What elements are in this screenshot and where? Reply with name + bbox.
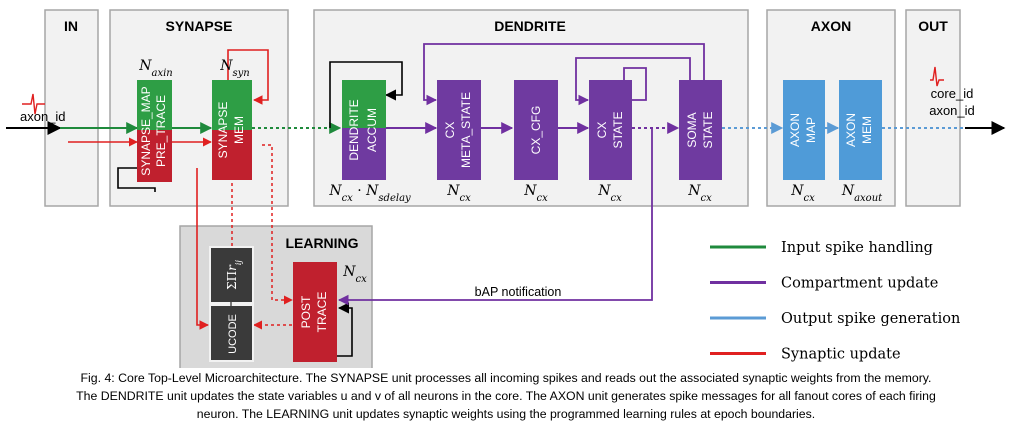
core-id-output-label: core_id	[931, 86, 974, 101]
ucode-label: UCODE	[227, 314, 239, 354]
legend-label: Input spike handling	[781, 240, 933, 256]
cx-state-block: CX STATE	[589, 80, 632, 180]
dendrite-loop	[329, 61, 403, 128]
axon-mem-label-2: MEM	[860, 116, 874, 144]
axon-id-output-label: axon_id	[929, 103, 975, 118]
soma-label: SOMA	[685, 112, 699, 147]
legend-label: Output spike generation	[781, 311, 960, 327]
post-label: POST	[299, 295, 313, 328]
cx-cfg-label: CX_CFG	[529, 106, 543, 155]
caption-line-1: Fig. 4: Core Top-Level Microarchitecture…	[80, 371, 932, 385]
size-n-syn: Nsyn	[219, 58, 249, 79]
size-n-axin: Naxin	[138, 58, 173, 79]
axon-mem-label-1: AXON	[844, 113, 858, 147]
synapse-map-block: SYNAPSE_MAP PRE_TRACE	[137, 80, 172, 182]
synapse-map-label: SYNAPSE_MAP	[139, 86, 153, 175]
purple-loop-mid	[575, 57, 691, 106]
ucode-block: ΣΠrij UCODE	[209, 246, 254, 362]
pre-trace-label: PRE_TRACE	[154, 95, 168, 167]
axon-map-label-1: AXON	[788, 113, 802, 147]
cx-state-label-2: STATE	[611, 112, 625, 149]
size-n-cx-learning: Ncx	[342, 264, 367, 285]
legend-label: Compartment update	[781, 276, 938, 292]
soma-state-label: STATE	[701, 112, 715, 149]
purple-loop-outer	[423, 43, 705, 106]
size-n-dendrite: Ncx · Nsdelay	[328, 183, 411, 204]
caption-line-3: neuron. The LEARNING unit updates synapt…	[196, 407, 816, 421]
out-unit	[905, 9, 961, 207]
soma-state-block: SOMA STATE	[679, 80, 722, 180]
caption-line-2: The DENDRITE unit updates the state vari…	[76, 389, 936, 403]
figure-caption: Fig. 4: Core Top-Level Microarchitecture…	[0, 369, 1012, 423]
size-n-cx-axon: Ncx	[790, 183, 815, 204]
post-trace-block: POST TRACE	[293, 262, 337, 362]
legend: Input spike handling Compartment update Ou…	[710, 240, 960, 363]
synapse-map-loop	[117, 167, 156, 192]
size-n-axout: Naxout	[841, 183, 883, 204]
axon-map-block: AXON MAP	[783, 80, 825, 180]
synapse-unit-title: SYNAPSE	[166, 18, 233, 34]
axon-id-input-label: axon_id	[20, 109, 66, 124]
in-unit-title: IN	[64, 18, 78, 34]
accum-label: ACCUM	[365, 108, 379, 152]
spike-pulse-icon	[22, 93, 45, 115]
output-spike-pulse-icon	[930, 66, 944, 87]
synapse-mem-block: SYNAPSE MEM	[212, 80, 252, 180]
axon-unit-title: AXON	[811, 18, 851, 34]
size-n-cx-soma: Ncx	[687, 183, 712, 204]
axon-mem-block: AXON MEM	[839, 80, 882, 180]
synapse-unit	[109, 9, 289, 207]
bap-path	[337, 128, 653, 306]
synapse-mem-label-2: MEM	[232, 116, 246, 144]
bap-label: bAP notification	[475, 285, 562, 299]
mem-to-post	[262, 144, 293, 305]
trace-label: TRACE	[315, 292, 329, 333]
cx-meta-label-1: CX	[443, 122, 457, 139]
purple-loop-inner	[623, 67, 647, 101]
learning-unit-title: LEARNING	[285, 235, 358, 251]
cx-meta-label-2: META_STATE	[459, 92, 473, 168]
synapse-mem-loop	[227, 49, 269, 105]
dendrite-unit-title: DENDRITE	[494, 18, 566, 34]
pretrace-to-ucode	[196, 168, 209, 330]
sum-sigma-label: ΣΠrij	[225, 260, 243, 290]
size-n-cx-meta: Ncx	[446, 183, 471, 204]
synapse-mem-label-1: SYNAPSE	[216, 102, 230, 159]
architecture-diagram: IN SYNAPSE DENDRITE AXON OUT LEARNING bA…	[6, 9, 1006, 368]
cx-meta-state-block: CX META_STATE	[437, 80, 481, 180]
out-unit-title: OUT	[918, 18, 948, 34]
cx-state-label-1: CX	[595, 122, 609, 139]
dendrite-accum-block: DENDRITE ACCUM	[342, 80, 386, 180]
legend-label: Synaptic update	[781, 347, 901, 363]
axon-map-label-2: MAP	[804, 117, 818, 143]
in-unit	[44, 9, 99, 207]
post-trace-loop	[337, 302, 353, 357]
dendrite-label: DENDRITE	[347, 99, 361, 160]
cx-cfg-block: CX_CFG	[514, 80, 558, 180]
size-n-cx-cfg: Ncx	[523, 183, 548, 204]
size-n-cx-state: Ncx	[597, 183, 622, 204]
